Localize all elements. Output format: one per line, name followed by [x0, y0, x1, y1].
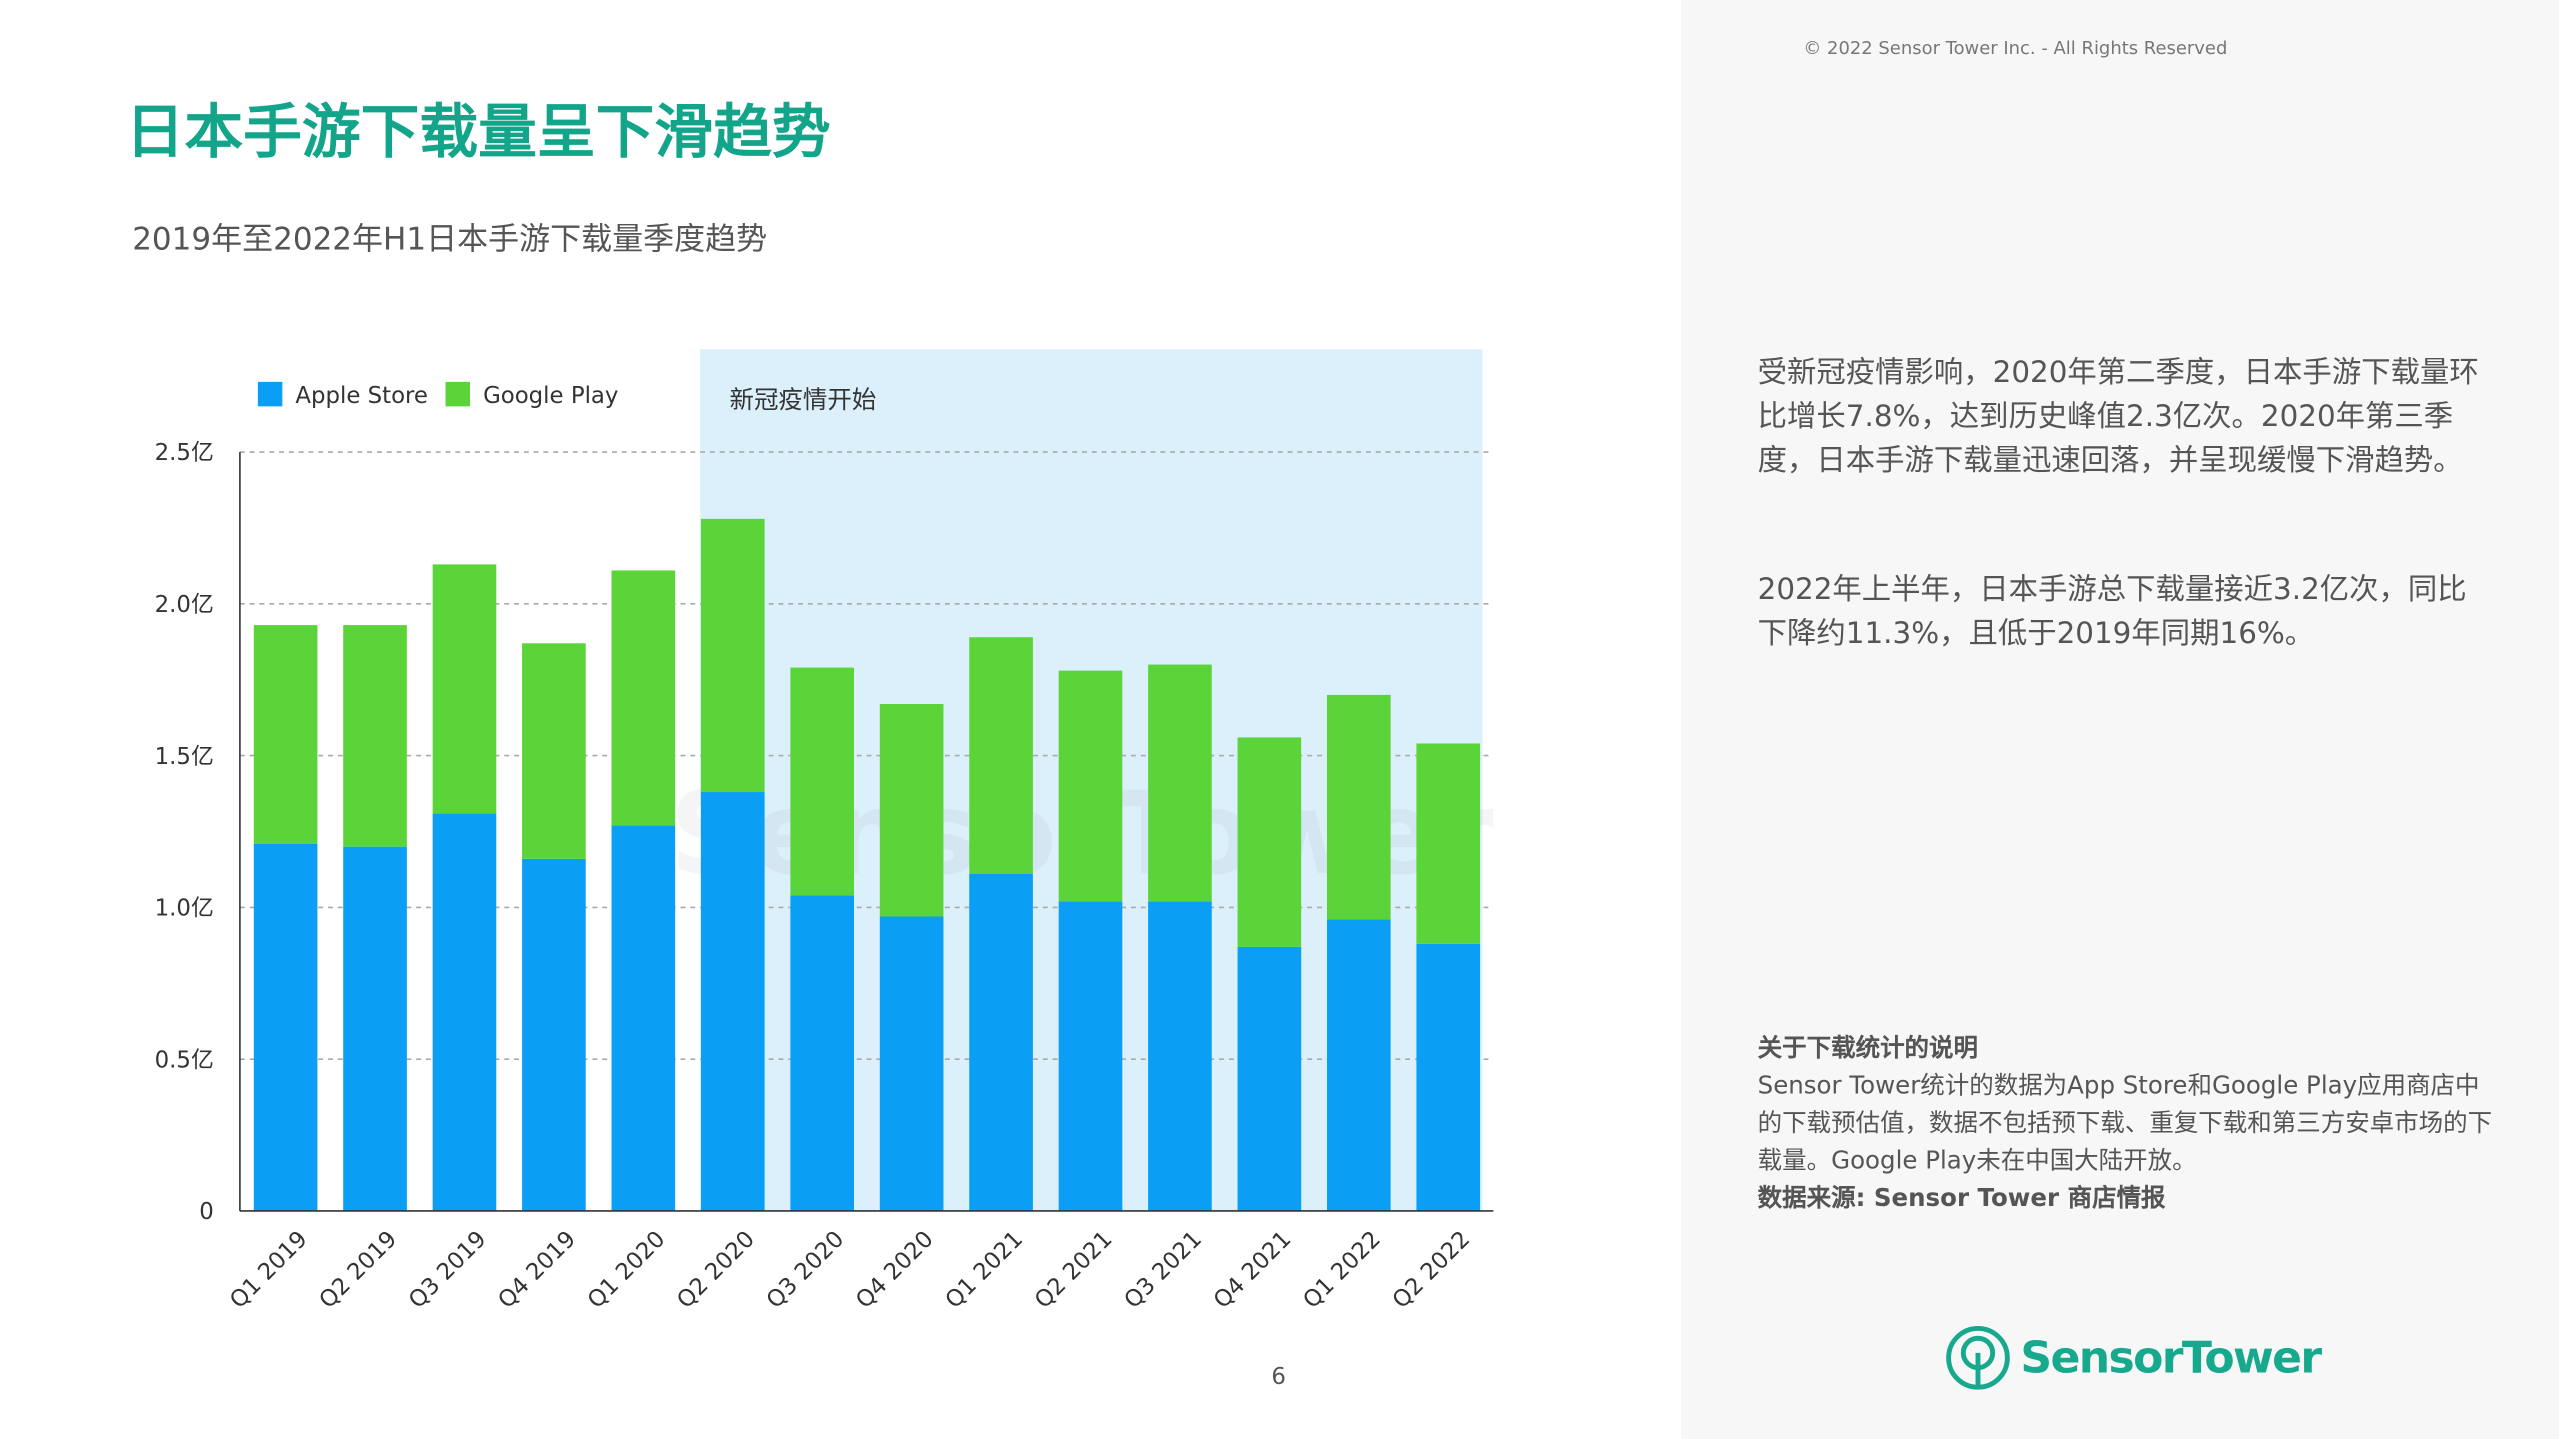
legend-swatch: [445, 381, 471, 407]
bar-google-play: [879, 704, 944, 917]
x-tick-label: Q4 2019: [493, 1226, 581, 1314]
y-tick-label: 1.0亿: [155, 896, 214, 922]
legend-swatch: [257, 381, 283, 407]
x-tick-label: Q2 2021: [1030, 1226, 1118, 1314]
y-tick-label: 2.5亿: [155, 440, 214, 466]
bar-google-play: [1148, 664, 1212, 902]
page-title: 日本手游下载量呈下滑趋势: [125, 99, 831, 167]
bar-google-play: [1058, 670, 1123, 902]
bar-apple-store: [1416, 943, 1481, 1211]
main-panel: 日本手游下载量呈下滑趋势 2019年至2022年H1日本手游下载量季度趋势 新冠…: [125, 99, 1494, 1391]
bar-apple-store: [253, 843, 318, 1211]
bar-apple-store: [790, 895, 855, 1211]
bar-apple-store: [1058, 901, 1123, 1211]
copyright: © 2022 Sensor Tower Inc. - All Rights Re…: [1803, 37, 2228, 59]
y-tick-label: 1.5亿: [155, 744, 214, 770]
bar-google-play: [522, 643, 586, 859]
x-tick-label: Q2 2019: [315, 1226, 403, 1314]
bar-google-play: [700, 518, 765, 793]
bar-apple-store: [700, 792, 765, 1211]
legend-label: Google Play: [483, 383, 618, 409]
x-tick-label: Q3 2020: [762, 1226, 850, 1314]
bar-google-play: [1237, 737, 1302, 947]
bar-apple-store: [969, 874, 1033, 1211]
data-source: 数据来源: Sensor Tower 商店情报: [1757, 1183, 2166, 1213]
bar-google-play: [343, 625, 407, 847]
bar-google-play: [253, 625, 318, 844]
x-tick-label: Q2 2020: [672, 1226, 760, 1314]
bar-google-play: [611, 570, 676, 826]
x-tick-label: Q2 2022: [1388, 1226, 1476, 1314]
x-tick-label: Q1 2022: [1298, 1226, 1386, 1314]
bar-google-play: [1326, 694, 1391, 920]
x-tick-label: Q1 2021: [941, 1226, 1029, 1314]
bar-apple-store: [1326, 919, 1391, 1211]
bar-google-play: [790, 667, 855, 896]
sensor-tower-logo: SensorTower: [1945, 1325, 2322, 1390]
summary-paragraph-1: 受新冠疫情影响，2020年第二季度，日本手游下载量环比增长7.8%，达到历史峰值…: [1757, 355, 2479, 479]
sensor-tower-logo-icon: [1946, 1325, 2010, 1390]
bar-google-play: [432, 564, 497, 814]
note-body: Sensor Tower统计的数据为App Store和Google Play应…: [1757, 1070, 2493, 1176]
legend-label: Apple Store: [295, 383, 428, 409]
x-tick-label: Q3 2021: [1119, 1226, 1207, 1314]
y-tick-label: 0: [199, 1199, 214, 1225]
bar-apple-store: [1148, 901, 1212, 1211]
bar-google-play: [969, 637, 1033, 875]
logo-text: SensorTower: [2020, 1332, 2322, 1384]
page-number: 6: [1271, 1364, 1286, 1391]
summary-paragraph-2: 2022年上半年，日本手游总下载量接近3.2亿次，同比下降约11.3%，且低于2…: [1757, 572, 2467, 652]
bar-apple-store: [611, 825, 676, 1211]
download-note: 关于下载统计的说明 Sensor Tower统计的数据为App Store和Go…: [1758, 1030, 2492, 1218]
covid-annotation: 新冠疫情开始: [730, 385, 877, 414]
note-title: 关于下载统计的说明: [1757, 1033, 1979, 1063]
y-tick-label: 0.5亿: [155, 1047, 214, 1073]
bar-apple-store: [522, 858, 586, 1211]
x-tick-label: Q3 2019: [404, 1226, 492, 1314]
stacked-bar-chart: 新冠疫情开始00.5亿1.0亿1.5亿2.0亿2.5亿SensorTowerQ1…: [155, 349, 1494, 1314]
bar-apple-store: [1237, 946, 1302, 1211]
side-panel: © 2022 Sensor Tower Inc. - All Rights Re…: [1680, 0, 2559, 1439]
bar-apple-store: [343, 846, 407, 1211]
y-tick-label: 2.0亿: [155, 592, 214, 618]
x-tick-label: Q1 2019: [225, 1226, 313, 1314]
x-tick-label: Q1 2020: [583, 1226, 671, 1314]
bar-google-play: [1416, 743, 1481, 944]
x-tick-label: Q4 2020: [851, 1226, 939, 1314]
bar-apple-store: [432, 813, 497, 1211]
bar-apple-store: [879, 916, 944, 1211]
x-tick-label: Q4 2021: [1209, 1226, 1297, 1314]
chart-subtitle: 2019年至2022年H1日本手游下载量季度趋势: [132, 221, 768, 258]
